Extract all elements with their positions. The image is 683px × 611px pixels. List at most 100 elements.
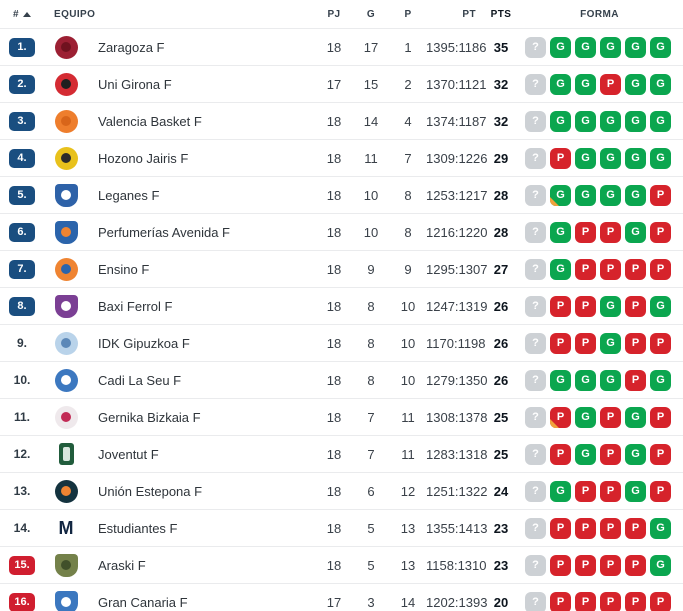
form-loss-badge[interactable]: P xyxy=(575,295,596,317)
form-loss-badge[interactable]: P xyxy=(600,258,621,280)
form-win-badge[interactable]: G xyxy=(575,406,596,428)
form-win-badge[interactable]: G xyxy=(625,480,646,502)
form-loss-badge[interactable]: P xyxy=(600,517,621,539)
form-unknown-badge[interactable]: ? xyxy=(525,73,546,95)
form-win-badge[interactable]: G xyxy=(650,147,671,169)
form-unknown-badge[interactable]: ? xyxy=(525,406,546,428)
form-loss-badge[interactable]: P xyxy=(550,554,571,576)
form-win-badge[interactable]: G xyxy=(650,369,671,391)
form-loss-badge[interactable]: P xyxy=(650,184,671,206)
form-win-badge[interactable]: G xyxy=(650,36,671,58)
form-win-badge[interactable]: G xyxy=(625,36,646,58)
form-loss-badge[interactable]: P xyxy=(625,258,646,280)
form-unknown-badge[interactable]: ? xyxy=(525,36,546,58)
form-win-badge[interactable]: G xyxy=(625,147,646,169)
form-unknown-badge[interactable]: ? xyxy=(525,332,546,354)
table-row[interactable]: 1. Zaragoza F 18 17 1 1395:1186 35 ? G G G G… xyxy=(0,28,683,65)
form-loss-badge[interactable]: P xyxy=(600,443,621,465)
form-win-badge[interactable]: G xyxy=(625,443,646,465)
form-loss-badge[interactable]: P xyxy=(625,591,646,611)
table-row[interactable]: 10. Cadi La Seu F 18 8 10 1279:1350 26 ?… xyxy=(0,361,683,398)
form-win-badge[interactable]: G xyxy=(550,184,571,206)
form-win-badge[interactable]: G xyxy=(575,147,596,169)
table-row[interactable]: 12. Joventut F 18 7 11 1283:1318 25 ? P G P… xyxy=(0,435,683,472)
form-win-badge[interactable]: G xyxy=(575,184,596,206)
form-win-badge[interactable]: G xyxy=(600,369,621,391)
form-win-badge[interactable]: G xyxy=(600,147,621,169)
form-loss-badge[interactable]: P xyxy=(575,258,596,280)
form-win-badge[interactable]: G xyxy=(550,110,571,132)
form-win-badge[interactable]: G xyxy=(625,110,646,132)
form-win-badge[interactable]: G xyxy=(625,73,646,95)
form-win-badge[interactable]: G xyxy=(600,110,621,132)
form-unknown-badge[interactable]: ? xyxy=(525,480,546,502)
form-loss-badge[interactable]: P xyxy=(650,221,671,243)
table-row[interactable]: 3. Valencia Basket F 18 14 4 1374:1187 3… xyxy=(0,102,683,139)
table-row[interactable]: 7. Ensino F 18 9 9 1295:1307 27 ? G P P P P xyxy=(0,250,683,287)
table-row[interactable]: 14. M Estudiantes F 18 5 13 1355:1413 23… xyxy=(0,509,683,546)
form-loss-badge[interactable]: P xyxy=(575,221,596,243)
table-row[interactable]: 8. Baxi Ferrol F 18 8 10 1247:1319 26 ? P… xyxy=(0,287,683,324)
form-loss-badge[interactable]: P xyxy=(650,258,671,280)
form-unknown-badge[interactable]: ? xyxy=(525,554,546,576)
form-win-badge[interactable]: G xyxy=(575,36,596,58)
form-unknown-badge[interactable]: ? xyxy=(525,258,546,280)
form-win-badge[interactable]: G xyxy=(550,258,571,280)
form-win-badge[interactable]: G xyxy=(650,73,671,95)
form-loss-badge[interactable]: P xyxy=(550,443,571,465)
form-unknown-badge[interactable]: ? xyxy=(525,295,546,317)
form-unknown-badge[interactable]: ? xyxy=(525,221,546,243)
form-loss-badge[interactable]: P xyxy=(550,517,571,539)
form-win-badge[interactable]: G xyxy=(550,221,571,243)
form-loss-badge[interactable]: P xyxy=(600,221,621,243)
form-loss-badge[interactable]: P xyxy=(650,443,671,465)
form-win-badge[interactable]: G xyxy=(575,443,596,465)
form-unknown-badge[interactable]: ? xyxy=(525,110,546,132)
form-unknown-badge[interactable]: ? xyxy=(525,591,546,611)
form-loss-badge[interactable]: P xyxy=(575,332,596,354)
form-loss-badge[interactable]: P xyxy=(550,591,571,611)
form-loss-badge[interactable]: P xyxy=(550,406,571,428)
form-loss-badge[interactable]: P xyxy=(625,554,646,576)
form-loss-badge[interactable]: P xyxy=(600,480,621,502)
form-loss-badge[interactable]: P xyxy=(600,591,621,611)
form-win-badge[interactable]: G xyxy=(600,36,621,58)
table-row[interactable]: 2. Uni Girona F 17 15 2 1370:1121 32 ? G G… xyxy=(0,65,683,102)
form-win-badge[interactable]: G xyxy=(600,184,621,206)
form-win-badge[interactable]: G xyxy=(575,110,596,132)
table-row[interactable]: 5. Leganes F 18 10 8 1253:1217 28 ? G G G G P xyxy=(0,176,683,213)
form-unknown-badge[interactable]: ? xyxy=(525,184,546,206)
form-win-badge[interactable]: G xyxy=(550,73,571,95)
form-win-badge[interactable]: G xyxy=(650,295,671,317)
form-loss-badge[interactable]: P xyxy=(650,480,671,502)
form-unknown-badge[interactable]: ? xyxy=(525,443,546,465)
form-unknown-badge[interactable]: ? xyxy=(525,369,546,391)
form-win-badge[interactable]: G xyxy=(625,406,646,428)
form-loss-badge[interactable]: P xyxy=(550,147,571,169)
form-loss-badge[interactable]: P xyxy=(625,332,646,354)
form-loss-badge[interactable]: P xyxy=(575,554,596,576)
form-loss-badge[interactable]: P xyxy=(575,517,596,539)
form-win-badge[interactable]: G xyxy=(550,36,571,58)
form-loss-badge[interactable]: P xyxy=(650,591,671,611)
form-win-badge[interactable]: G xyxy=(650,554,671,576)
table-row[interactable]: 9. IDK Gipuzkoa F 18 8 10 1170:1198 26 ?… xyxy=(0,324,683,361)
form-loss-badge[interactable]: P xyxy=(600,73,621,95)
form-loss-badge[interactable]: P xyxy=(575,591,596,611)
form-loss-badge[interactable]: P xyxy=(625,517,646,539)
form-win-badge[interactable]: G xyxy=(600,332,621,354)
form-loss-badge[interactable]: P xyxy=(650,332,671,354)
form-loss-badge[interactable]: P xyxy=(600,554,621,576)
table-row[interactable]: 16. Gran Canaria F 17 3 14 1202:1393 20 … xyxy=(0,583,683,611)
table-row[interactable]: 15. Araski F 18 5 13 1158:1310 23 ? P P P P G xyxy=(0,546,683,583)
form-win-badge[interactable]: G xyxy=(650,110,671,132)
form-loss-badge[interactable]: P xyxy=(625,295,646,317)
rank-sort-header[interactable]: # xyxy=(0,9,44,20)
form-win-badge[interactable]: G xyxy=(575,369,596,391)
table-row[interactable]: 4. Hozono Jairis F 18 11 7 1309:1226 29 … xyxy=(0,139,683,176)
form-loss-badge[interactable]: P xyxy=(575,480,596,502)
form-loss-badge[interactable]: P xyxy=(550,295,571,317)
form-loss-badge[interactable]: P xyxy=(600,406,621,428)
form-loss-badge[interactable]: P xyxy=(550,332,571,354)
form-win-badge[interactable]: G xyxy=(625,184,646,206)
